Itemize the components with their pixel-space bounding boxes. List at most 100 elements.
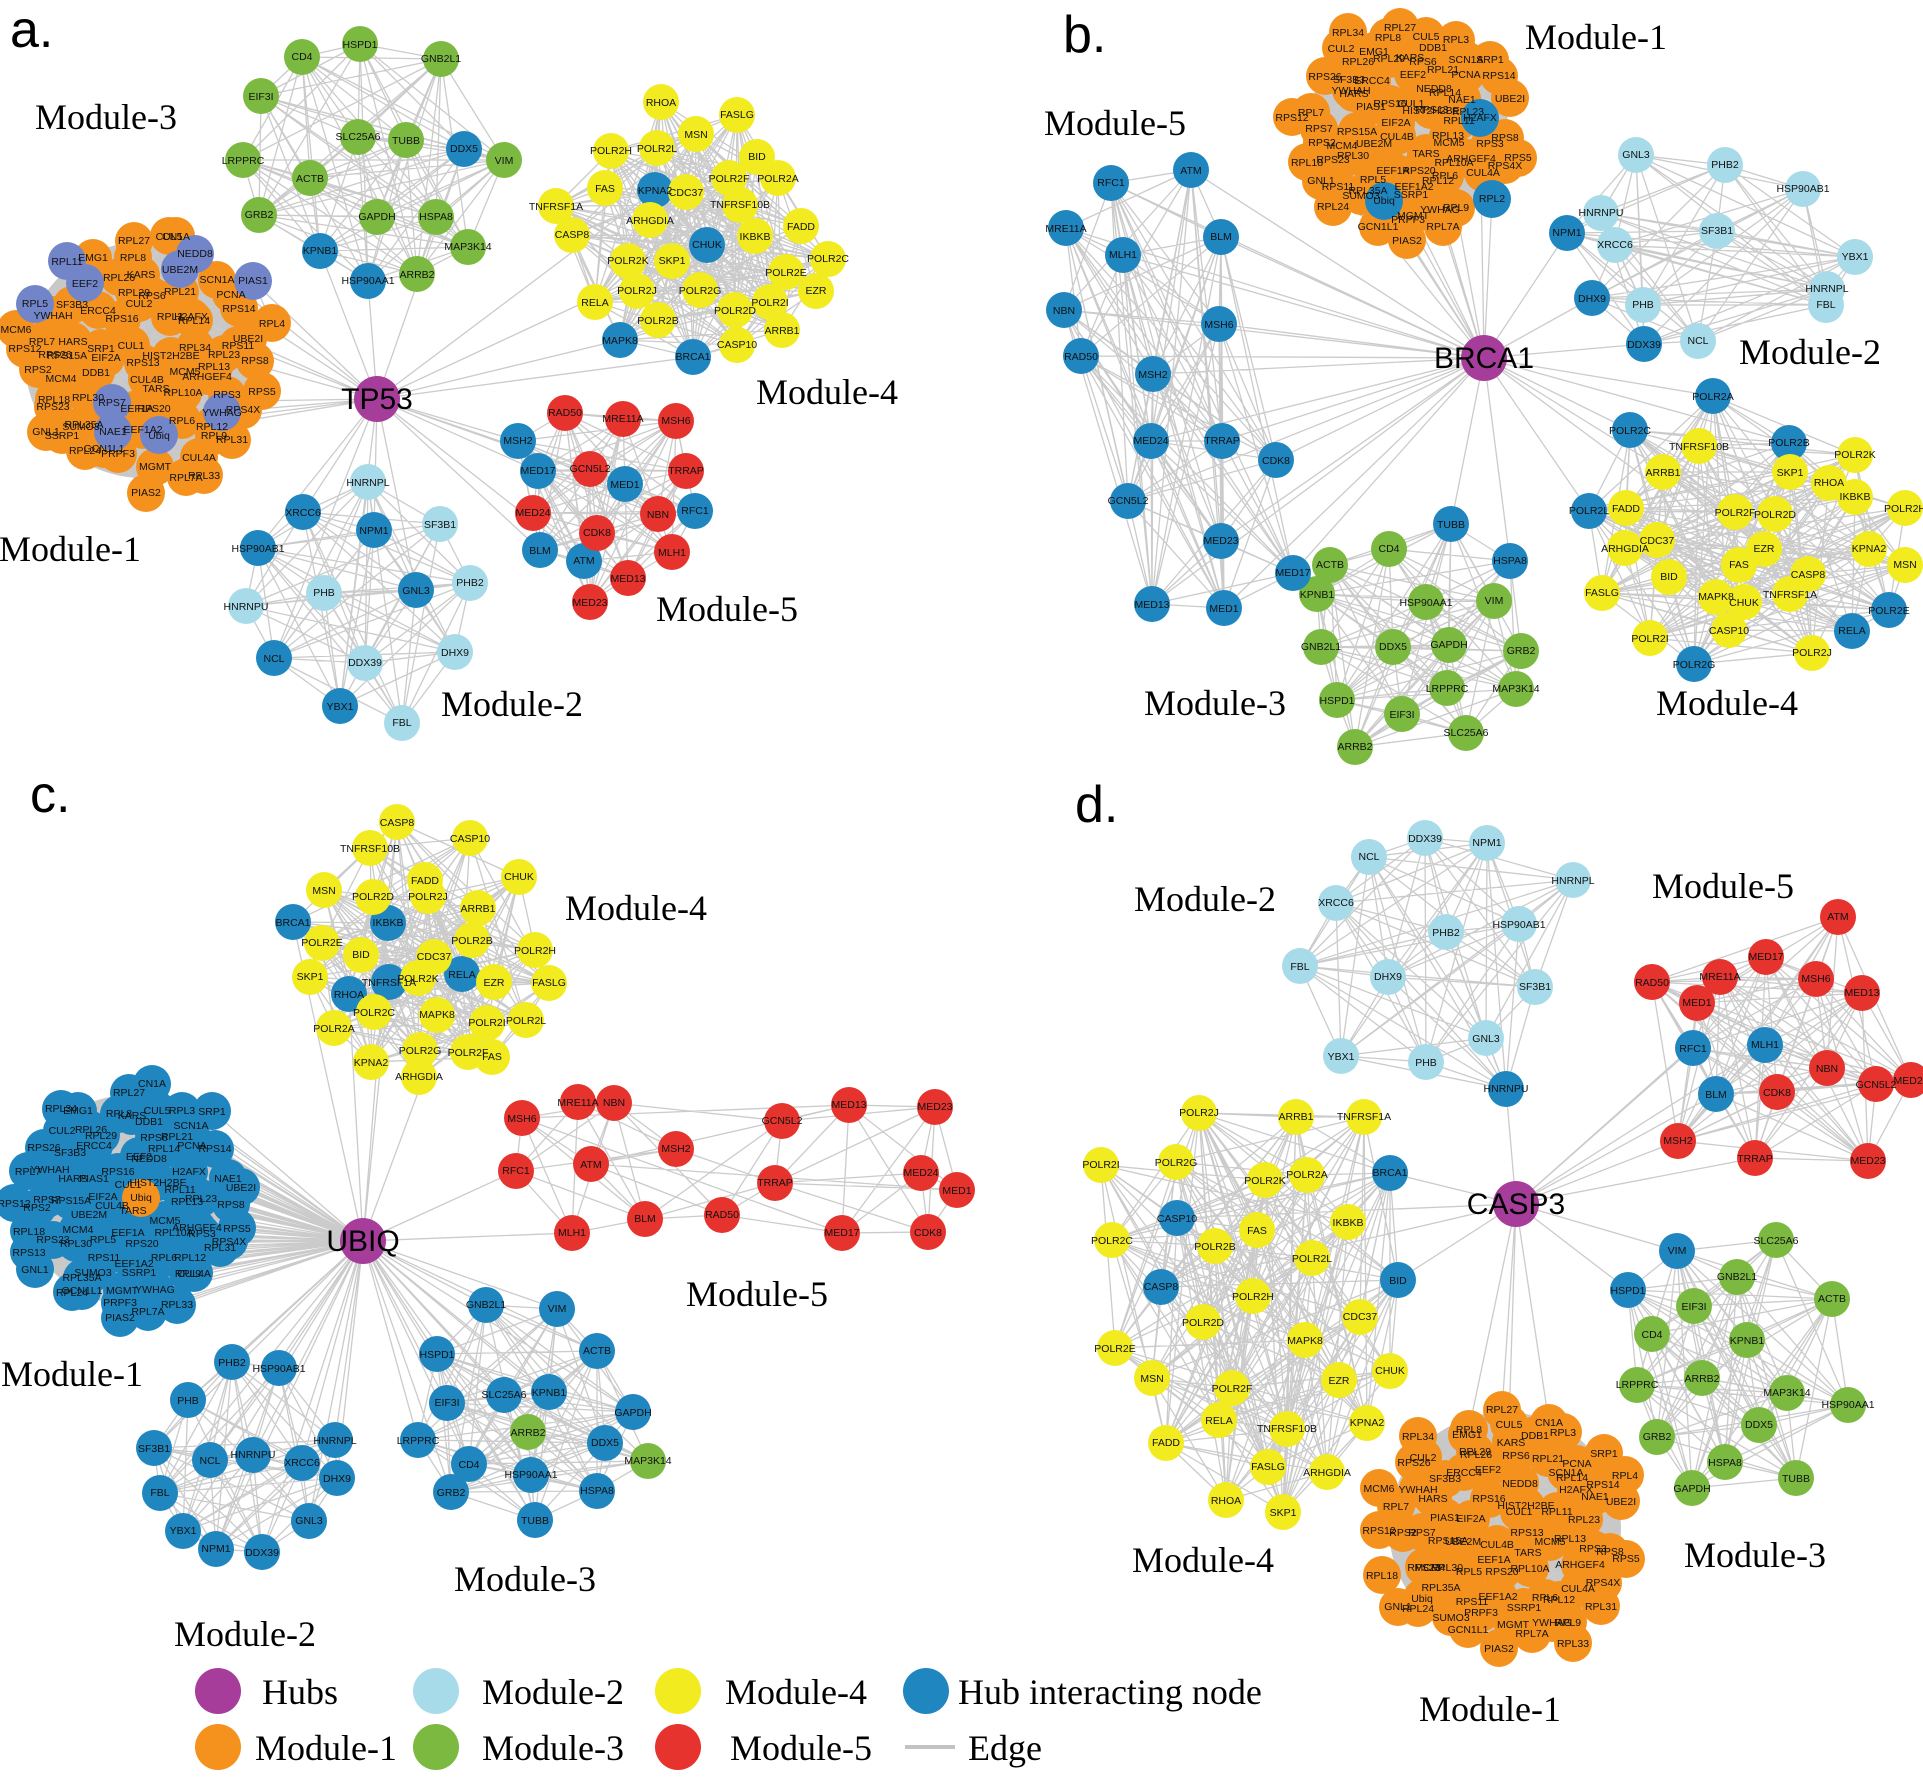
- svg-text:UBE2I: UBE2I: [233, 333, 263, 345]
- svg-text:TUBB: TUBB: [521, 1515, 549, 1527]
- svg-text:VIM: VIM: [1485, 595, 1504, 607]
- svg-text:RPL10A: RPL10A: [154, 1227, 193, 1239]
- svg-text:RPL21: RPL21: [161, 1131, 193, 1143]
- svg-text:RPS5: RPS5: [1612, 1553, 1640, 1565]
- svg-text:CN1A: CN1A: [162, 231, 190, 243]
- svg-text:RPL12: RPL12: [1422, 175, 1454, 187]
- svg-text:CASP10: CASP10: [717, 339, 757, 351]
- svg-text:FBL: FBL: [392, 717, 411, 729]
- svg-text:MSH2: MSH2: [503, 435, 532, 447]
- svg-text:RPL8: RPL8: [106, 1108, 132, 1120]
- svg-text:SCN1A: SCN1A: [1548, 1467, 1583, 1479]
- svg-text:RPL7A: RPL7A: [169, 472, 202, 484]
- svg-text:Module-4: Module-4: [1132, 1540, 1274, 1580]
- svg-text:RPS11: RPS11: [1322, 181, 1355, 193]
- svg-text:ACTB: ACTB: [1316, 559, 1344, 571]
- svg-text:FASLG: FASLG: [1585, 587, 1619, 599]
- svg-text:HSPA8: HSPA8: [1493, 555, 1527, 567]
- svg-text:TUBB: TUBB: [1437, 519, 1465, 531]
- svg-text:BLM: BLM: [634, 1213, 656, 1225]
- svg-text:YBX1: YBX1: [1328, 1051, 1355, 1063]
- svg-text:GCN1L1: GCN1L1: [1358, 221, 1399, 233]
- svg-text:MGMT: MGMT: [1497, 1619, 1530, 1631]
- svg-text:MED1: MED1: [610, 479, 639, 491]
- svg-text:RPS15A: RPS15A: [51, 1195, 91, 1207]
- svg-text:POLR2F: POLR2F: [1212, 1383, 1253, 1395]
- svg-text:CASP8: CASP8: [1791, 569, 1826, 581]
- svg-text:MED17: MED17: [1748, 951, 1783, 963]
- svg-text:RPL5: RPL5: [1456, 1566, 1482, 1578]
- svg-text:POLR2B: POLR2B: [1768, 437, 1809, 449]
- svg-text:GNL3: GNL3: [402, 585, 430, 597]
- svg-text:MRE11A: MRE11A: [1699, 971, 1740, 983]
- svg-text:YWHAH: YWHAH: [33, 310, 72, 322]
- svg-text:BID: BID: [1389, 1275, 1407, 1287]
- svg-text:HSPD1: HSPD1: [342, 39, 377, 51]
- svg-text:EEF1A: EEF1A: [1376, 165, 1409, 177]
- svg-text:FBL: FBL: [1816, 299, 1835, 311]
- svg-text:RELA: RELA: [1205, 1415, 1232, 1427]
- svg-text:H2AFX: H2AFX: [1463, 112, 1497, 124]
- svg-text:MSN: MSN: [684, 129, 707, 141]
- svg-text:EIF2A: EIF2A: [1456, 1513, 1485, 1525]
- svg-text:RPL24: RPL24: [56, 1287, 88, 1299]
- svg-text:RPS6: RPS6: [1502, 1450, 1530, 1462]
- svg-text:PCNA: PCNA: [1562, 1458, 1591, 1470]
- svg-text:RPS26: RPS26: [1308, 71, 1341, 83]
- svg-text:TNFRSF10B: TNFRSF10B: [710, 199, 770, 211]
- svg-text:EMG1: EMG1: [78, 252, 108, 264]
- svg-text:VIM: VIM: [1668, 1245, 1687, 1257]
- svg-text:HARS: HARS: [1418, 1493, 1447, 1505]
- svg-text:ARHGEF4: ARHGEF4: [182, 371, 232, 383]
- svg-text:Module-1: Module-1: [1525, 17, 1667, 57]
- svg-text:POLR2J: POLR2J: [408, 891, 448, 903]
- svg-text:BRCA1: BRCA1: [675, 351, 710, 363]
- svg-text:RPL7A: RPL7A: [1426, 221, 1459, 233]
- svg-text:RPL7: RPL7: [1298, 107, 1324, 119]
- svg-text:KPNA2: KPNA2: [1350, 1417, 1385, 1429]
- svg-text:RPL21: RPL21: [1532, 1453, 1564, 1465]
- svg-text:TARS: TARS: [119, 1205, 146, 1217]
- svg-text:MCM5: MCM5: [1535, 1536, 1566, 1548]
- svg-text:POLR2A: POLR2A: [1286, 1169, 1327, 1181]
- svg-text:NPM1: NPM1: [1552, 227, 1581, 239]
- svg-text:GNL3: GNL3: [295, 1515, 323, 1527]
- svg-text:MCM5: MCM5: [150, 1215, 181, 1227]
- svg-text:TRRAP: TRRAP: [1204, 435, 1240, 447]
- svg-text:GNL1: GNL1: [1384, 1601, 1412, 1613]
- svg-text:PRPF3: PRPF3: [1464, 1607, 1498, 1619]
- svg-text:PHB2: PHB2: [456, 577, 484, 589]
- svg-text:KPNA2: KPNA2: [354, 1057, 389, 1069]
- svg-text:DDX5: DDX5: [450, 143, 478, 155]
- svg-text:CD4: CD4: [458, 1459, 479, 1471]
- svg-text:HIST2H2BE: HIST2H2BE: [142, 350, 199, 362]
- svg-text:CUL4B: CUL4B: [1380, 131, 1414, 143]
- svg-text:MSN: MSN: [1140, 1373, 1163, 1385]
- svg-text:POLR2B: POLR2B: [1194, 1241, 1235, 1253]
- svg-text:RPS3: RPS3: [213, 389, 241, 401]
- svg-text:RPL7: RPL7: [15, 1166, 41, 1178]
- svg-text:RPL26: RPL26: [1460, 1449, 1492, 1461]
- svg-text:POLR2G: POLR2G: [1673, 659, 1716, 671]
- svg-text:POLR2K: POLR2K: [1834, 449, 1875, 461]
- svg-text:BID: BID: [1660, 571, 1678, 583]
- svg-text:VIM: VIM: [548, 1303, 567, 1315]
- svg-text:MED17: MED17: [824, 1227, 859, 1239]
- svg-text:POLR2E: POLR2E: [1094, 1343, 1135, 1355]
- svg-text:TP53: TP53: [341, 383, 413, 416]
- svg-text:HARS: HARS: [58, 1173, 87, 1185]
- svg-text:NAE1: NAE1: [1581, 1491, 1609, 1503]
- svg-text:CUL4A: CUL4A: [182, 452, 216, 464]
- svg-text:RPL14: RPL14: [1429, 87, 1461, 99]
- svg-text:CHUK: CHUK: [692, 239, 722, 251]
- svg-text:RPL7: RPL7: [29, 336, 55, 348]
- svg-text:MRE11A: MRE11A: [557, 1097, 598, 1109]
- svg-text:H2AFX: H2AFX: [174, 311, 208, 323]
- svg-text:RPL31: RPL31: [216, 434, 248, 446]
- svg-text:RPS14: RPS14: [1586, 1479, 1619, 1491]
- svg-text:RPL21: RPL21: [1427, 64, 1459, 76]
- svg-text:RPS8: RPS8: [217, 1199, 245, 1211]
- svg-text:RPS8: RPS8: [1596, 1546, 1624, 1558]
- svg-text:SUMO3: SUMO3: [1342, 190, 1380, 202]
- svg-text:RPS12: RPS12: [1362, 1525, 1395, 1537]
